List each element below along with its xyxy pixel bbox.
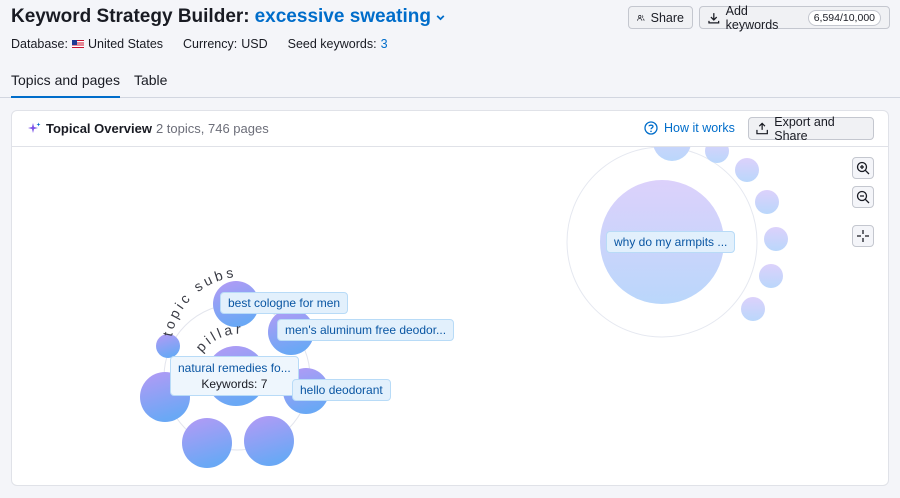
- tab-table[interactable]: Table: [133, 72, 168, 88]
- database-info: Database: United States: [11, 37, 164, 51]
- download-icon: [708, 12, 720, 23]
- meta-row: Database: United States Currency: USD Se…: [11, 37, 408, 51]
- overview-title: Topical Overview 2 topics, 746 pages: [28, 121, 269, 136]
- add-keywords-button[interactable]: Add keywords 6,594/10,000: [699, 4, 890, 32]
- page-bubble[interactable]: [764, 227, 788, 251]
- page-bubble[interactable]: [653, 147, 691, 161]
- center-focus-icon: [857, 230, 869, 242]
- seed-keywords-info: Seed keywords: 3: [287, 37, 388, 51]
- zoom-out-button[interactable]: [852, 186, 874, 208]
- page-bubble[interactable]: [759, 264, 783, 288]
- cluster-ring: [566, 147, 758, 338]
- bubble-label-why-armpits[interactable]: why do my armpits ...: [606, 231, 736, 253]
- page-bubble[interactable]: [705, 147, 729, 163]
- page-bubble[interactable]: [735, 158, 759, 182]
- keyword-selector[interactable]: excessive sweating: [255, 6, 446, 28]
- zoom-in-button[interactable]: [852, 157, 874, 179]
- chevron-down-icon: [436, 14, 445, 20]
- center-view-button[interactable]: [852, 225, 874, 247]
- seed-keywords-link[interactable]: 3: [380, 37, 388, 51]
- page-bubble[interactable]: [755, 190, 779, 214]
- keywords-counter: 6,594/10,000: [807, 9, 881, 26]
- page-header: Keyword Strategy Builder: excessive swea…: [0, 0, 900, 98]
- tab-topics-and-pages[interactable]: Topics and pages: [11, 66, 120, 98]
- page-bubble[interactable]: [741, 297, 765, 321]
- currency-info: Currency: USD: [183, 37, 268, 51]
- share-users-icon: [637, 14, 645, 21]
- question-circle-icon: [644, 121, 658, 135]
- page-bubble[interactable]: [156, 334, 180, 358]
- tool-name: Keyword Strategy Builder:: [11, 6, 250, 27]
- zoom-in-icon: [856, 161, 870, 175]
- card-header: Topical Overview 2 topics, 746 pages How…: [12, 111, 888, 147]
- topical-overview-card: Topical Overview 2 topics, 746 pages How…: [11, 110, 889, 486]
- page-title: Keyword Strategy Builder: excessive swea…: [11, 6, 446, 28]
- page-bubble[interactable]: [244, 416, 294, 466]
- topic-graph-canvas[interactable]: topic subs pillar best cologne for men m…: [12, 147, 888, 485]
- zoom-out-icon: [856, 190, 870, 204]
- bubble-label-best-cologne[interactable]: best cologne for men: [220, 292, 349, 314]
- us-flag-icon: [71, 40, 84, 48]
- keyword-name: excessive sweating: [254, 6, 431, 27]
- share-button[interactable]: Share: [628, 6, 693, 29]
- page-bubble[interactable]: [182, 418, 232, 468]
- sparkle-icon: [28, 122, 41, 133]
- bubble-label-natural-remedies[interactable]: natural remedies fo... Keywords: 7: [170, 356, 299, 396]
- how-it-works-link[interactable]: How it works: [644, 121, 735, 135]
- export-icon: [756, 122, 768, 135]
- export-and-share-button[interactable]: Export and Share: [748, 115, 874, 143]
- bubble-label-hello-deodorant[interactable]: hello deodorant: [292, 379, 391, 401]
- tab-bar: Topics and pages Table: [11, 66, 181, 98]
- bubble-label-aluminum-free[interactable]: men's aluminum free deodor...: [277, 319, 455, 341]
